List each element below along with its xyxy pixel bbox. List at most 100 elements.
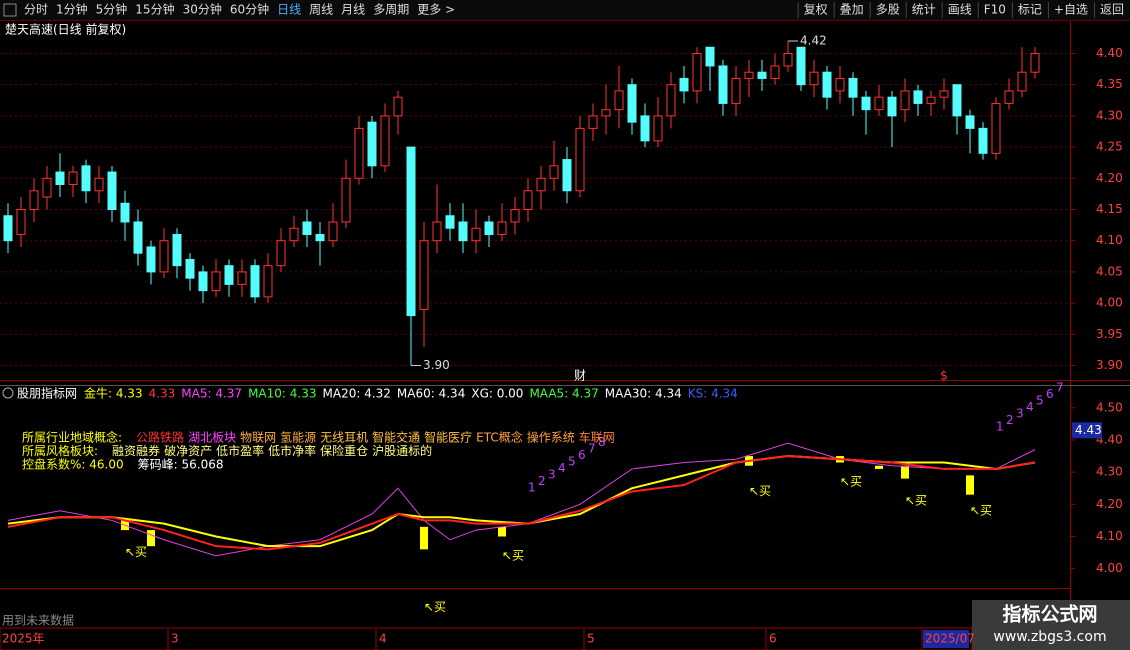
toolbar-item[interactable]: 5分钟 (96, 2, 128, 17)
candle-body (497, 221, 507, 235)
candle-body (536, 177, 546, 192)
y-tick-label: 4.30 (1096, 108, 1123, 122)
toolbar-item[interactable]: +自选 (1054, 3, 1088, 17)
buy-signal: ↖买 (125, 545, 147, 559)
candle-body (874, 96, 884, 111)
buy-signal: ↖买 (905, 494, 927, 508)
candle-body (445, 215, 455, 229)
candle-body (211, 271, 221, 292)
candle-body (81, 165, 91, 192)
toolbar-item[interactable]: 画线 (948, 3, 972, 17)
date-label: 6 (769, 632, 777, 646)
toolbar-item[interactable]: F10 (984, 3, 1006, 17)
toolbar-item[interactable]: 多股 (876, 3, 900, 17)
toolbar-item[interactable]: 30分钟 (183, 2, 222, 17)
buy-signal: ↖买 (424, 600, 446, 614)
toolbar-item[interactable]: 复权 (804, 3, 828, 17)
candle-body (484, 221, 494, 235)
watermark-url: www.zbgs3.com (993, 629, 1106, 645)
signal-bar (966, 475, 974, 495)
date-label: 5 (587, 632, 595, 646)
toolbar-item[interactable]: 叠加 (840, 3, 864, 17)
toolbar-item[interactable]: 1分钟 (56, 2, 88, 17)
event-marker[interactable]: $ (940, 369, 948, 383)
y-tick-label: 4.00 (1096, 296, 1123, 310)
toolbar-item[interactable]: 日线 (277, 3, 301, 17)
count-label: 3 (548, 468, 556, 482)
legend-item: KS: 4.34 (688, 387, 738, 401)
chart-title: 楚天高速(日线 前复权) (5, 22, 126, 37)
y-tick-label: 4.10 (1096, 529, 1123, 543)
legend-item: 4.33 (149, 387, 176, 401)
buy-signal: ↖买 (749, 484, 771, 498)
y-tick-label: 3.95 (1096, 327, 1123, 341)
candle-body (757, 71, 767, 79)
date-label: 4 (379, 632, 387, 646)
toolbar-item[interactable]: 多周期 (373, 3, 409, 17)
toolbar-item[interactable]: 标记 (1018, 3, 1042, 17)
y-tick-label: 4.20 (1096, 497, 1123, 511)
candle-body (588, 115, 598, 129)
candle-body (718, 65, 728, 104)
candle-body (159, 240, 169, 273)
candle-body (276, 240, 286, 267)
y-tick-label: 4.15 (1096, 202, 1123, 216)
indicator-line (7, 442, 1036, 557)
candle-body (68, 171, 78, 186)
candle-body (29, 190, 39, 210)
candle-body (198, 271, 208, 292)
legend-item: MAA5: 4.37 (529, 387, 598, 401)
candle-body (640, 115, 650, 142)
candle-body (705, 46, 715, 67)
toolbar-item[interactable]: 月线 (341, 3, 365, 17)
y-tick-label: 3.90 (1096, 358, 1123, 372)
count-label: 6 (578, 448, 586, 462)
candle-body (1030, 52, 1040, 73)
candle-body (458, 221, 468, 242)
info-text: 沪股通标的 (372, 443, 432, 458)
info-text: 智能医疗 (424, 430, 472, 445)
toolbar-item[interactable]: 60分钟 (230, 2, 269, 17)
legend-item: MA5: 4.37 (181, 387, 242, 401)
candle-body (770, 65, 780, 79)
info-text: 湖北板块 (188, 430, 236, 445)
date-label: 2025年 (2, 632, 45, 646)
candle-body (913, 90, 923, 104)
candle-body (978, 127, 988, 154)
toolbar-item[interactable]: 返回 (1100, 3, 1124, 17)
candle-body (133, 221, 143, 254)
candle-body (939, 90, 949, 98)
candle-body (419, 240, 429, 310)
indicator-line (7, 455, 1036, 551)
count-label: 6 (1046, 387, 1054, 401)
candle-body (94, 177, 104, 192)
info-text: 智能交通 (372, 430, 420, 445)
toolbar-item[interactable]: 15分钟 (135, 2, 174, 17)
info-text: 操作系统 (527, 430, 575, 445)
signal-bar (875, 465, 883, 469)
toolbar-item[interactable]: 统计 (912, 3, 936, 17)
candle-body (523, 190, 533, 210)
buy-signal: ↖买 (840, 474, 862, 488)
y-tick-label: 4.40 (1096, 432, 1123, 446)
toolbar-item[interactable]: 更多 > (417, 3, 455, 17)
info-text: 低市盈率 (216, 443, 264, 458)
legend-item: 金牛: 4.33 (84, 386, 143, 401)
candle-body (861, 96, 871, 111)
candle-body (120, 202, 130, 223)
count-label: 5 (568, 455, 576, 469)
info-text: 控盘系数%: 46.00 (22, 457, 124, 472)
candle-body (549, 165, 559, 179)
candle-body (692, 52, 702, 92)
toolbar-item[interactable]: 分时 (24, 3, 48, 17)
candle-body (185, 258, 195, 279)
indicator-icon[interactable] (2, 387, 14, 399)
y-tick-label: 4.10 (1096, 233, 1123, 247)
legend-item: MA10: 4.33 (248, 387, 316, 401)
event-marker[interactable]: 财 (574, 369, 586, 383)
menu-icon[interactable] (3, 3, 17, 17)
signal-bar (420, 526, 428, 550)
toolbar-item[interactable]: 周线 (309, 3, 333, 17)
count-label: 4 (558, 461, 566, 475)
